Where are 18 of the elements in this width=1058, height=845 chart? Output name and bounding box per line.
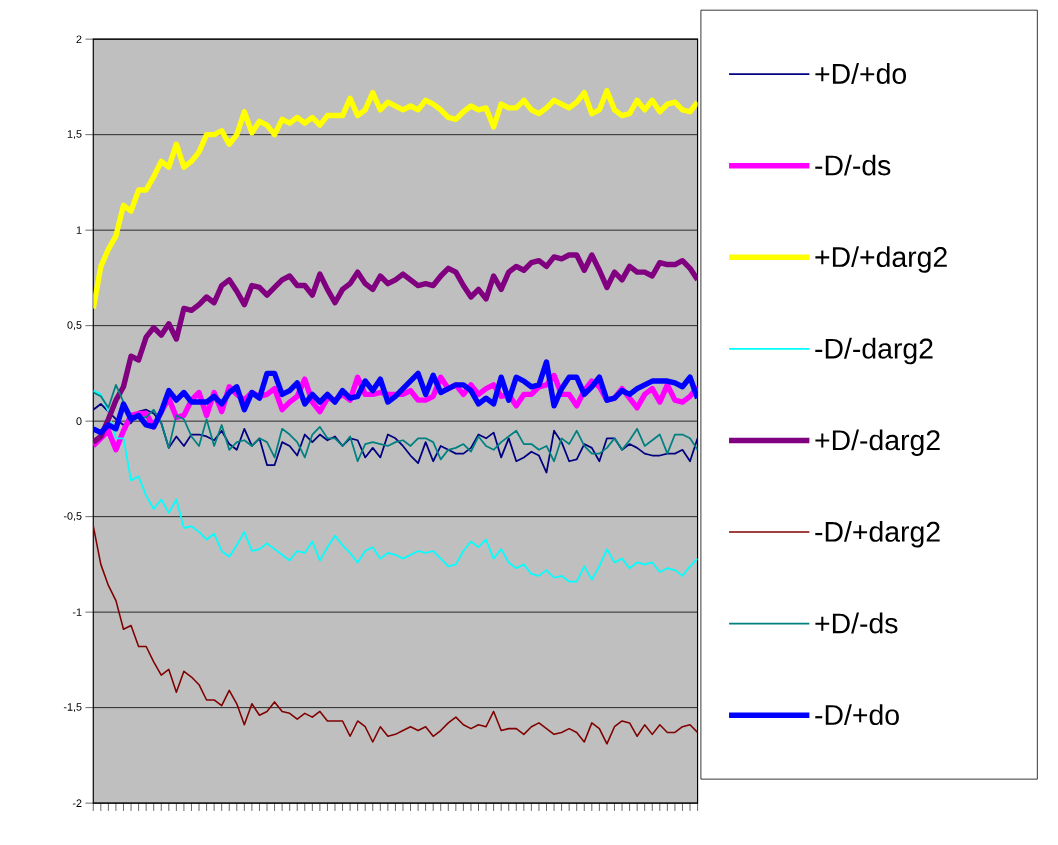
legend-label: -D/+do (815, 704, 899, 725)
legend-label: -D/-ds (815, 154, 891, 176)
legend-label: -D/-darg2 (815, 337, 933, 365)
legend-label: -D/+darg2 (815, 520, 940, 548)
legend-label: +D/+do (815, 62, 906, 84)
y-tick-label: 1,5 (67, 130, 82, 139)
legend-label: +D/-darg2 (815, 429, 940, 456)
y-tick-label: -0,5 (63, 512, 82, 521)
y-tick-label: 0,5 (67, 321, 82, 330)
y-tick-label: 1 (76, 226, 82, 234)
y-tick-label: 0 (76, 417, 82, 425)
y-tick-label: -1 (72, 608, 82, 616)
legend-label: +D/-ds (815, 612, 898, 634)
y-tick-label: -2 (72, 799, 82, 807)
y-tick-label: -1,5 (63, 703, 82, 712)
line-series (93, 402, 698, 474)
y-tick-label: 2 (76, 35, 82, 43)
legend-label: +D/+darg2 (815, 246, 947, 273)
